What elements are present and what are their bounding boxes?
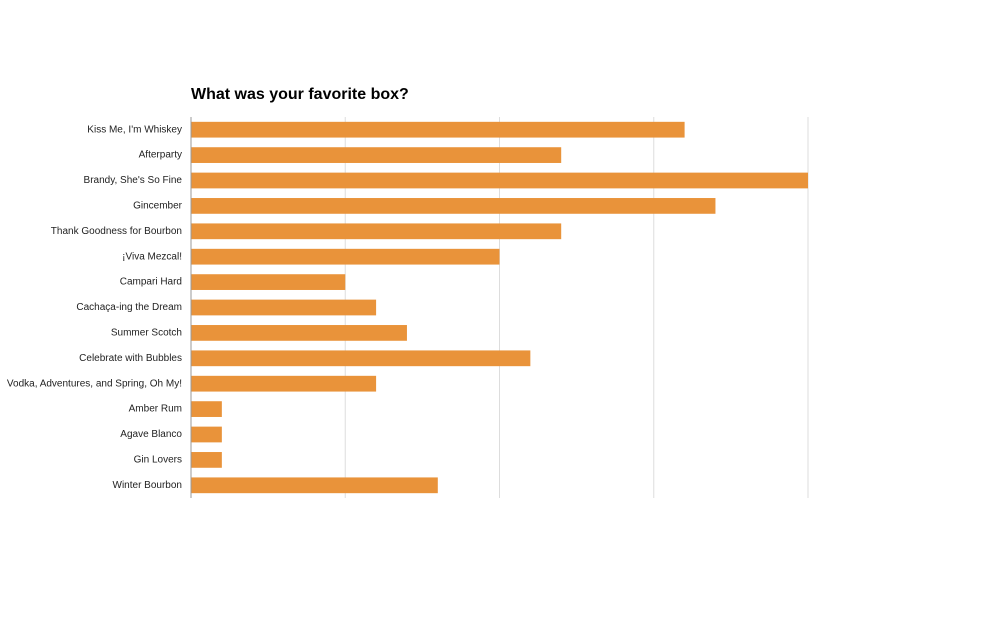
category-labels: Kiss Me, I'm Whiskey Afterparty Brandy, Sh… (7, 124, 183, 491)
category-label-1: Kiss Me, I'm Whiskey (87, 124, 182, 135)
bar-2 (191, 147, 562, 163)
bar-8 (191, 299, 377, 316)
bar-15 (191, 477, 438, 494)
bar-3 (191, 172, 808, 189)
bar-13 (191, 426, 222, 443)
bar-12 (191, 401, 222, 417)
bar-5 (191, 223, 562, 240)
category-label-15: Winter Bourbon (113, 480, 182, 491)
bar-14 (191, 452, 222, 468)
category-label-14: Gin Lovers (134, 455, 182, 466)
category-label-13: Agave Blanco (120, 429, 182, 440)
bars (191, 121, 808, 494)
bar-1 (191, 121, 685, 138)
category-label-6: ¡Viva Mezcal! (122, 251, 182, 262)
category-label-12: Amber Rum (129, 404, 182, 415)
chart-title: What was your favorite box? (191, 86, 409, 103)
category-label-3: Brandy, She's So Fine (84, 175, 183, 186)
bar-6 (191, 248, 500, 265)
bar-7 (191, 274, 346, 290)
category-label-5: Thank Goodness for Bourbon (51, 226, 182, 237)
bar-9 (191, 325, 407, 341)
category-label-11: Vodka, Adventures, and Spring, Oh My! (7, 378, 182, 389)
category-label-8: Cachaça-ing the Dream (76, 302, 182, 313)
category-label-10: Celebrate with Bubbles (79, 353, 182, 364)
bar-10 (191, 350, 531, 367)
category-label-2: Afterparty (139, 150, 182, 161)
category-label-9: Summer Scotch (111, 328, 182, 339)
bar-11 (191, 375, 377, 392)
category-label-7: Campari Hard (120, 277, 182, 288)
category-label-4: Gincember (133, 201, 183, 212)
bar-4 (191, 198, 716, 214)
